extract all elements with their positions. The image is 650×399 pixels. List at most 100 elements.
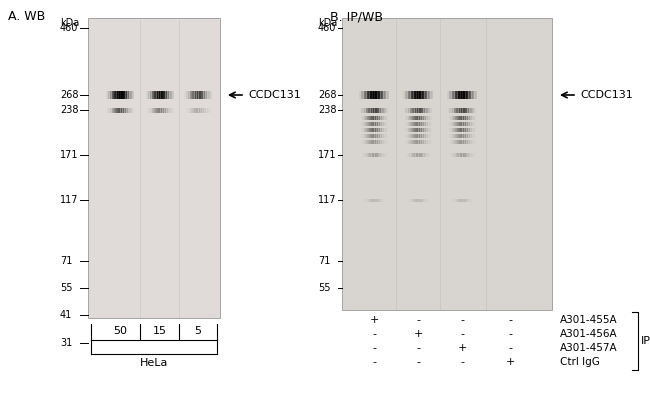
Bar	[210, 107, 211, 113]
Bar	[384, 91, 385, 99]
Bar	[369, 91, 370, 99]
Bar	[457, 107, 458, 113]
Bar	[187, 91, 188, 99]
Bar	[469, 122, 470, 126]
Bar	[386, 134, 387, 138]
Bar	[423, 134, 424, 138]
Bar	[363, 107, 364, 113]
Bar	[452, 198, 453, 201]
Bar	[408, 116, 410, 120]
Bar	[361, 107, 363, 113]
Bar	[426, 116, 428, 120]
Bar	[465, 116, 466, 120]
Bar	[370, 122, 371, 126]
Bar	[430, 128, 432, 132]
Bar	[464, 107, 465, 113]
Bar	[378, 198, 380, 201]
Bar	[459, 140, 460, 144]
Bar	[428, 128, 429, 132]
Bar	[364, 128, 365, 132]
Bar	[372, 107, 373, 113]
Bar	[154, 107, 155, 113]
Bar	[386, 116, 387, 120]
Bar	[378, 134, 379, 138]
Bar	[422, 128, 424, 132]
Bar	[369, 140, 370, 144]
Bar	[383, 91, 384, 99]
Bar	[424, 91, 425, 99]
Bar	[147, 91, 148, 99]
Bar	[449, 140, 450, 144]
Bar	[473, 107, 474, 113]
Bar	[374, 128, 375, 132]
Bar	[415, 128, 417, 132]
Bar	[153, 107, 155, 113]
Bar	[456, 198, 457, 201]
Bar	[127, 91, 128, 99]
Bar	[168, 91, 169, 99]
Bar	[369, 134, 370, 138]
Bar	[420, 198, 421, 201]
Bar	[363, 140, 364, 144]
Bar	[408, 140, 410, 144]
Bar	[468, 198, 469, 201]
Bar	[449, 134, 450, 138]
Bar	[430, 140, 432, 144]
Bar	[453, 140, 454, 144]
Bar	[425, 122, 426, 126]
Bar	[415, 107, 416, 113]
Bar	[374, 198, 375, 201]
Bar	[408, 128, 409, 132]
Bar	[465, 134, 467, 138]
Bar	[468, 91, 469, 99]
Bar	[166, 107, 168, 113]
Bar	[150, 91, 151, 99]
Bar	[147, 107, 148, 113]
Bar	[460, 198, 462, 201]
Bar	[188, 107, 189, 113]
Bar	[406, 122, 407, 126]
Bar	[463, 198, 465, 201]
Bar	[457, 198, 458, 201]
Bar	[463, 107, 464, 113]
Bar	[120, 107, 121, 113]
Bar	[408, 122, 410, 126]
Bar	[111, 107, 112, 113]
Bar	[198, 91, 199, 99]
Bar	[413, 116, 414, 120]
Bar	[170, 107, 172, 113]
Bar	[463, 134, 465, 138]
Bar	[427, 107, 428, 113]
Text: +: +	[458, 343, 467, 353]
Bar	[456, 134, 457, 138]
Bar	[429, 107, 430, 113]
Bar	[407, 134, 408, 138]
Bar	[457, 128, 458, 132]
Bar	[377, 91, 378, 99]
Bar	[201, 91, 202, 99]
Bar	[407, 128, 408, 132]
Bar	[380, 198, 381, 201]
Bar	[417, 107, 419, 113]
Bar	[427, 116, 428, 120]
Bar	[379, 116, 380, 120]
Bar	[412, 128, 413, 132]
Text: B. IP/WB: B. IP/WB	[330, 10, 383, 23]
Bar	[107, 91, 109, 99]
Bar	[362, 140, 363, 144]
Bar	[414, 107, 415, 113]
Bar	[467, 153, 468, 157]
Bar	[159, 107, 160, 113]
Bar	[374, 107, 376, 113]
Bar	[378, 153, 380, 157]
Bar	[475, 91, 476, 99]
Bar	[378, 107, 380, 113]
Bar	[469, 134, 471, 138]
Bar	[463, 140, 464, 144]
Bar	[364, 107, 365, 113]
Bar	[419, 107, 421, 113]
Bar	[370, 153, 371, 157]
Bar	[462, 140, 463, 144]
Bar	[122, 91, 123, 99]
Bar	[367, 91, 368, 99]
